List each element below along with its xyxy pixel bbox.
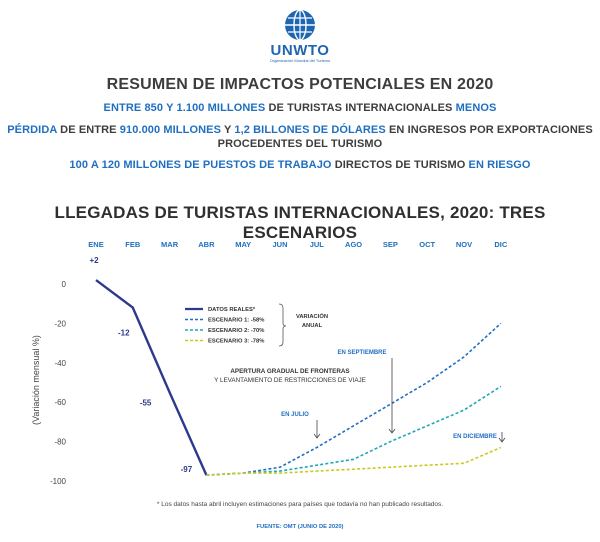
month-label-dic: DIC xyxy=(494,240,508,249)
series-lines xyxy=(95,279,502,476)
month-label-ago: AGO xyxy=(345,240,362,249)
jobs-text: DIRECTOS DE TURISMO xyxy=(331,159,469,171)
data-labels: +2 -12 -55 -97 xyxy=(89,256,192,474)
month-label-ene: ENE xyxy=(88,240,103,249)
loss-amount-2: 1,2 BILLONES DE DÓLARES xyxy=(234,124,386,136)
x-axis-months: ENE FEB MAR ABR MAY JUN JUL AGO SEP OCT NOV DIC xyxy=(88,240,508,249)
logo-name: UNWTO xyxy=(270,42,330,59)
loss-word: PÉRDIDA xyxy=(7,124,58,136)
series-line-scenario-1 xyxy=(206,322,502,476)
summary-line-2: PÉRDIDA DE ENTRE 910.000 MILLONES Y 1,2 … xyxy=(0,123,600,137)
source: FUENTE: OMT (JUNIO DE 2020) xyxy=(257,524,344,530)
data-label-3: -97 xyxy=(181,465,193,474)
legend-label-0: DATOS REALES* xyxy=(208,307,256,313)
annotations: APERTURA GRADUAL DE FRONTERAS Y LEVANTAM… xyxy=(214,350,506,443)
tourists-less: MENOS xyxy=(455,102,497,114)
annotation-december: EN DICIEMBRE xyxy=(453,434,497,440)
summary-line-1: ENTRE 850 Y 1.100 MILLONES DE TURISTAS I… xyxy=(0,101,600,115)
loss-amount-1: 910.000 MILLONES xyxy=(119,124,222,136)
logo-subtitle: Organización Mundial del Turismo xyxy=(269,58,331,63)
loss-text-3: EN INGRESOS POR EXPORTACIONES xyxy=(385,124,593,136)
chart-title: LLEGADAS DE TURISTAS INTERNACIONALES, 20… xyxy=(54,203,546,242)
series-line-scenario-2 xyxy=(206,385,502,476)
legend-label-3: ESCENARIO 3: -78% xyxy=(208,339,264,345)
data-label-0: +2 xyxy=(89,256,99,265)
month-label-may: MAY xyxy=(235,240,251,249)
y-tick-m40: -40 xyxy=(54,359,66,368)
y-axis: 0 -20 -40 -60 -80 -100 xyxy=(50,280,67,486)
arrow-september-head xyxy=(388,428,396,434)
annotation-july: EN JULIO xyxy=(281,412,309,418)
series-line-scenario-3 xyxy=(206,446,502,476)
legend-label-1: ESCENARIO 1: -58% xyxy=(208,318,264,324)
tourists-range: ENTRE 850 Y 1.100 MILLONES xyxy=(103,102,266,114)
loss-text-1: DE ENTRE xyxy=(57,124,120,136)
footnote: * Los datos hasta abril incluyen estimac… xyxy=(157,501,443,508)
series-line-actual xyxy=(95,279,208,476)
month-label-oct: OCT xyxy=(419,240,435,249)
loss-text-2: Y xyxy=(221,124,235,136)
data-label-2: -55 xyxy=(140,398,152,407)
arrow-july-head xyxy=(313,433,321,439)
globe-icon xyxy=(285,9,315,41)
legend-bracket xyxy=(278,303,287,347)
tourists-text: DE TURISTAS INTERNACIONALES xyxy=(265,102,456,114)
month-label-abr: ABR xyxy=(198,240,215,249)
annotation-september: EN SEPTIEMBRE xyxy=(337,350,386,356)
summary-line-4: 100 A 120 MILLONES DE PUESTOS DE TRABAJO… xyxy=(0,158,600,172)
summary-title-block: RESUMEN DE IMPACTOS POTENCIALES EN 2020 xyxy=(0,76,600,94)
legend: DATOS REALES* ESCENARIO 1: -58% ESCENARIO … xyxy=(185,303,328,347)
summary-line-3: PROCEDENTES DEL TURISMO xyxy=(217,138,383,150)
month-label-jun: JUN xyxy=(272,240,287,249)
legend-title-line-1: VARIACIÓN xyxy=(296,312,328,320)
y-tick-m100: -100 xyxy=(50,477,67,486)
annotation-gradual-2: Y LEVANTAMIENTO DE RESTRICCIONES DE VIAJ… xyxy=(214,377,366,384)
data-label-1: -12 xyxy=(118,329,130,338)
month-label-feb: FEB xyxy=(125,240,141,249)
legend-label-2: ESCENARIO 2: -70% xyxy=(208,328,264,334)
y-tick-m60: -60 xyxy=(54,398,66,407)
unwto-logo: UNWTO Organización Mundial del Turismo xyxy=(262,8,338,68)
jobs-risk: EN RIESGO xyxy=(468,159,531,171)
month-label-nov: NOV xyxy=(456,240,472,249)
jobs-range: 100 A 120 MILLONES DE PUESTOS DE TRABAJO xyxy=(69,159,332,171)
annotation-gradual-1: APERTURA GRADUAL DE FRONTERAS xyxy=(230,368,349,375)
legend-title-line-2: ANUAL xyxy=(302,323,323,329)
month-label-jul: JUL xyxy=(310,240,325,249)
y-tick-m20: -20 xyxy=(54,319,66,328)
y-tick-m80: -80 xyxy=(54,438,66,447)
y-axis-label: (Variación mensual %) xyxy=(31,335,41,425)
month-label-sep: SEP xyxy=(383,240,398,249)
summary-title: RESUMEN DE IMPACTOS POTENCIALES EN 2020 xyxy=(106,76,494,93)
arrow-december-head xyxy=(498,437,506,443)
y-tick-0: 0 xyxy=(62,280,67,289)
month-label-mar: MAR xyxy=(161,240,179,249)
